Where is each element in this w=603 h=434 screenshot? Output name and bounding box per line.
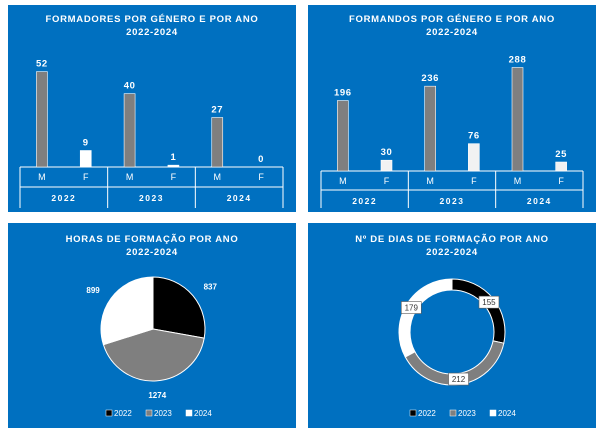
category-tick-label: F [471, 176, 477, 186]
slice-2024 [398, 278, 453, 358]
bar-m-2024 [511, 67, 524, 172]
slice-2022 [451, 278, 506, 344]
bar-value-label: 0 [258, 154, 264, 165]
legend-swatch-2024 [489, 409, 497, 417]
chart-horas: HORAS DE FORMAÇÃO POR ANO 2022-2024 837 1… [66, 234, 239, 418]
bar-m-2022 [337, 100, 349, 172]
category-tick-label: F [258, 172, 264, 182]
panel-formadores: FORMADORES POR GÉNERO E POR ANO 2022-202… [8, 5, 296, 212]
chart-title: FORMADORES POR GÉNERO E POR ANO [46, 14, 259, 25]
bar-m-2024 [211, 117, 224, 168]
bar-value-label: 1 [170, 152, 176, 163]
category-tick-label: F [83, 172, 89, 182]
category-tick-label: M [38, 172, 46, 182]
legend-label: 2023 [458, 409, 476, 418]
bar-value-label: 27 [211, 105, 223, 116]
bar-f-2022 [380, 159, 393, 172]
category-tick-label: F [171, 172, 177, 182]
category-tick-label: M [214, 172, 222, 182]
category-tick-label: M [126, 172, 134, 182]
data-label: 1274 [148, 391, 166, 400]
slice-2022 [152, 276, 206, 339]
bar-f-2023 [167, 164, 180, 168]
panel-horas: HORAS DE FORMAÇÃO POR ANO 2022-2024 837 1… [8, 223, 296, 428]
bar-m-2022 [36, 71, 48, 168]
bar-value-label: 9 [83, 138, 89, 149]
category-tick-label: F [384, 176, 390, 186]
chart-title: FORMANDOS POR GÉNERO E POR ANO [349, 14, 555, 25]
slice-2024 [100, 276, 154, 346]
data-label-box [478, 295, 500, 309]
legend-label: 2022 [114, 409, 132, 418]
chart-subtitle: 2022-2024 [426, 247, 478, 258]
bar-value-label: 196 [334, 88, 352, 99]
bar-f-2022 [79, 150, 92, 168]
legend-label: 2024 [498, 409, 516, 418]
chart-title: HORAS DE FORMAÇÃO POR ANO [66, 234, 239, 245]
category-tick-label: M [426, 176, 434, 186]
legend-label: 2024 [194, 409, 212, 418]
category-tick-label: M [514, 176, 522, 186]
bar-value-label: 76 [468, 131, 480, 142]
data-label: 179 [405, 304, 419, 313]
chart-formadores: FORMADORES POR GÉNERO E POR ANO 2022-202… [19, 14, 284, 208]
bar-m-2023 [123, 93, 136, 168]
legend-swatch-2022 [409, 409, 417, 417]
bar-value-label: 25 [555, 149, 567, 160]
bar-value-label: 52 [36, 59, 48, 70]
data-label: 212 [452, 375, 466, 384]
legend-swatch-2024 [185, 409, 193, 417]
legend-swatch-2023 [145, 409, 153, 417]
data-label: 837 [204, 283, 218, 292]
group-tick-label: 2023 [139, 193, 164, 203]
bar-f-2024 [555, 161, 567, 172]
category-tick-label: M [339, 176, 347, 186]
slice-2023 [102, 328, 205, 382]
bar-value-label: 30 [381, 147, 393, 158]
group-tick-label: 2024 [227, 193, 252, 203]
group-tick-label: 2022 [51, 193, 76, 203]
legend-swatch-2023 [449, 409, 457, 417]
bar-value-label: 236 [421, 73, 439, 84]
bar-f-2023 [468, 143, 480, 172]
bar-value-label: 40 [124, 81, 136, 92]
bar-m-2023 [424, 85, 436, 172]
group-tick-label: 2024 [527, 196, 552, 206]
category-tick-label: F [558, 176, 564, 186]
data-label: 899 [86, 286, 100, 295]
legend-label: 2023 [154, 409, 172, 418]
panel-formandos: FORMANDOS POR GÉNERO E POR ANO 2022-2024… [308, 5, 596, 212]
chart-subtitle: 2022-2024 [426, 27, 478, 38]
bar-value-label: 288 [509, 55, 527, 66]
data-label-box [400, 301, 422, 314]
data-label: 155 [482, 298, 496, 307]
legend-swatch-2022 [105, 409, 113, 417]
chart-title: Nº DE DIAS DE FORMAÇÃO POR ANO [355, 234, 549, 245]
chart-subtitle: 2022-2024 [126, 247, 178, 258]
group-tick-label: 2023 [440, 196, 465, 206]
chart-formandos: FORMANDOS POR GÉNERO E POR ANO 2022-2024… [320, 14, 584, 208]
group-tick-label: 2022 [352, 196, 377, 206]
panel-dias: Nº DE DIAS DE FORMAÇÃO POR ANO 2022-2024… [308, 223, 596, 428]
chart-dias: Nº DE DIAS DE FORMAÇÃO POR ANO 2022-2024… [355, 234, 549, 418]
chart-subtitle: 2022-2024 [126, 27, 178, 38]
legend-label: 2022 [418, 409, 436, 418]
data-label-box [448, 372, 469, 386]
